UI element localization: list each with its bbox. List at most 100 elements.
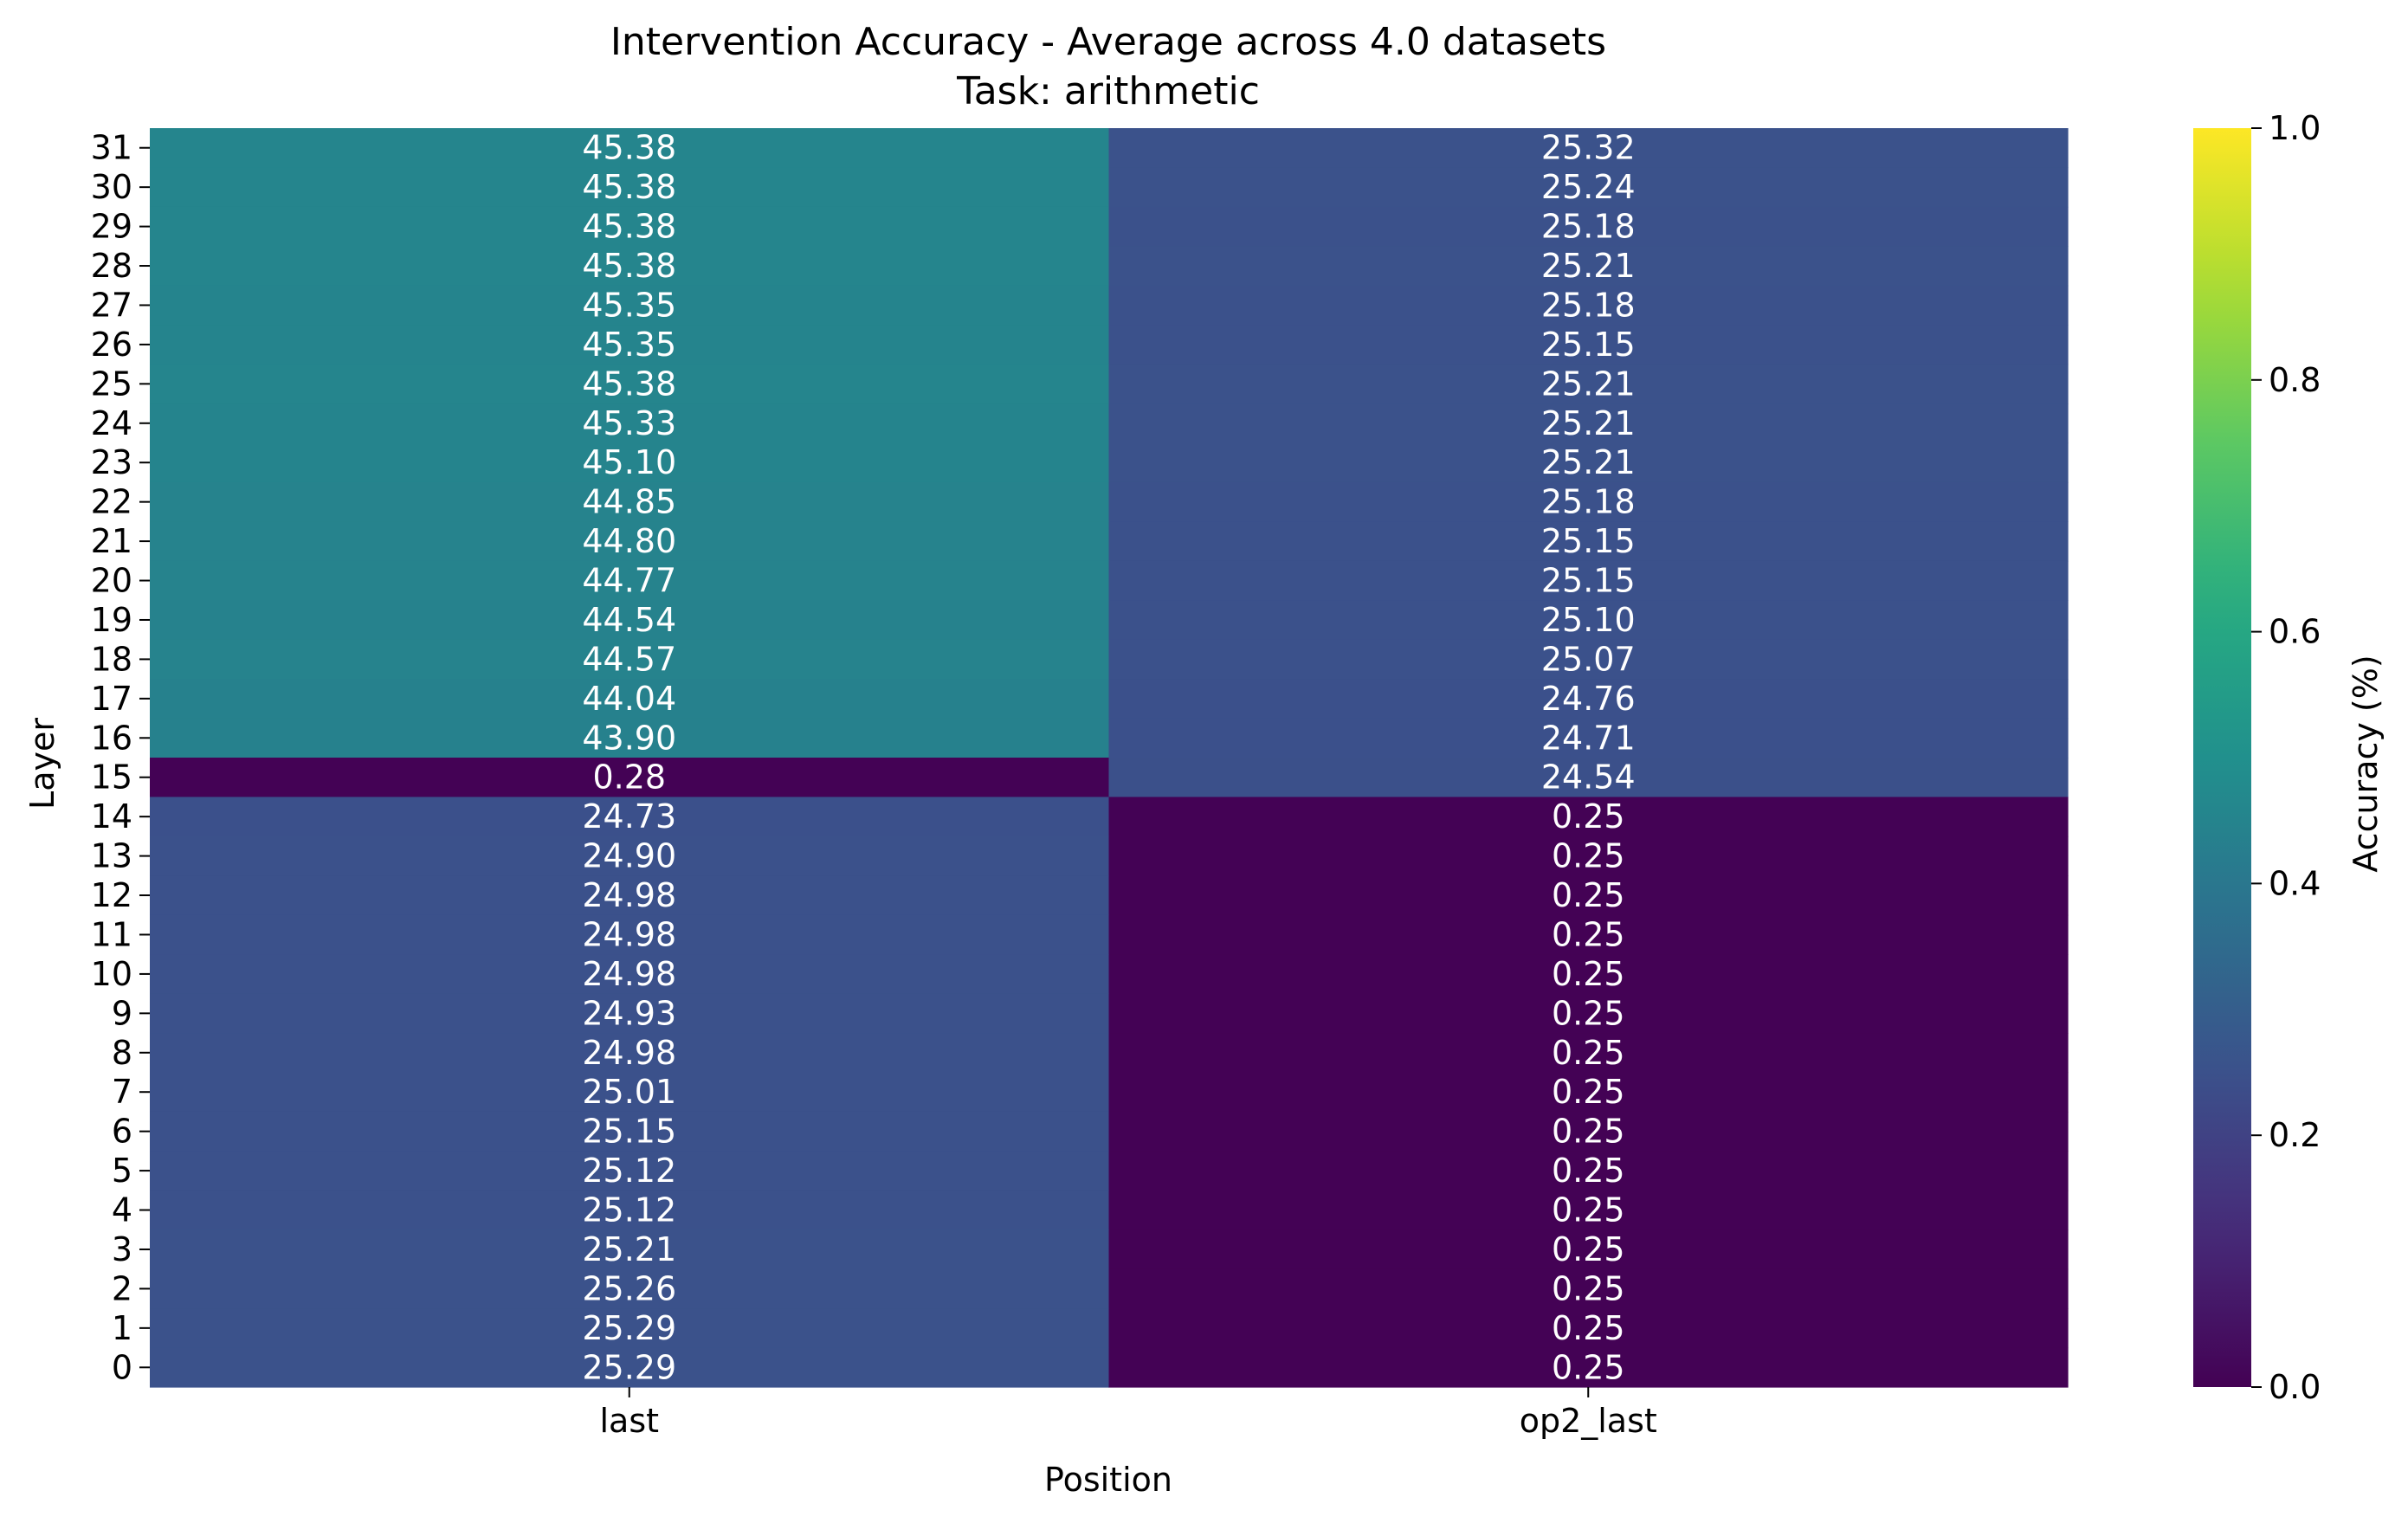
heatmap-cell [1108, 1190, 2069, 1230]
cell-value-label: 44.04 [582, 680, 676, 718]
heatmap-cell [1108, 325, 2069, 365]
heatmap-cell [1108, 914, 2069, 955]
heatmap-cell [150, 206, 1110, 247]
heatmap-cell [150, 403, 1110, 444]
y-axis-label: Layer [23, 718, 61, 810]
y-tick-label: 13 [91, 837, 132, 875]
y-tick-label: 10 [91, 955, 132, 993]
heatmap-cell [1108, 364, 2069, 404]
cell-value-label: 25.26 [582, 1269, 676, 1307]
cell-value-label: 25.21 [1541, 247, 1636, 285]
heatmap-cell [150, 167, 1110, 208]
cell-value-label: 25.12 [582, 1191, 676, 1229]
cell-value-label: 24.93 [582, 994, 676, 1032]
heatmap-cell [150, 993, 1110, 1034]
cell-value-label: 0.25 [1552, 876, 1625, 914]
y-tick-label: 27 [91, 286, 132, 324]
colorbar-tick-label: 1.0 [2269, 109, 2321, 147]
heatmap-cell [150, 1111, 1110, 1152]
heatmap-cell [150, 875, 1110, 916]
x-axis-label: Position [1044, 1461, 1172, 1499]
y-tick-label: 9 [112, 994, 132, 1032]
cell-value-label: 0.25 [1552, 1191, 1625, 1229]
y-tick-label: 18 [91, 640, 132, 678]
cell-value-label: 25.21 [1541, 365, 1636, 403]
heatmap-cell [150, 364, 1110, 404]
chart-title: Intervention Accuracy - Average across 4… [610, 20, 1606, 64]
y-tick-label: 14 [91, 797, 132, 836]
cell-value-label: 45.38 [582, 247, 676, 285]
cell-value-label: 45.38 [582, 168, 676, 206]
cell-value-label: 0.25 [1552, 1034, 1625, 1072]
heatmap-cell [1108, 875, 2069, 916]
cell-value-label: 25.07 [1541, 640, 1636, 678]
heatmap-cell [150, 521, 1110, 562]
cell-value-label: 44.54 [582, 601, 676, 639]
y-tick-label: 22 [91, 483, 132, 521]
y-tick-label: 30 [91, 168, 132, 206]
y-tick-label: 16 [91, 719, 132, 757]
cell-value-label: 25.21 [1541, 443, 1636, 481]
x-tick-label: last [599, 1402, 659, 1440]
heatmap-cell [1108, 521, 2069, 562]
heatmap-cell [150, 1268, 1110, 1309]
cell-value-label: 45.38 [582, 365, 676, 403]
heatmap-cell [1108, 1033, 2069, 1074]
heatmap-cell [150, 325, 1110, 365]
heatmap-cell [150, 481, 1110, 522]
cell-value-label: 24.73 [582, 797, 676, 836]
cell-value-label: 25.18 [1541, 286, 1636, 324]
cell-value-label: 44.85 [582, 483, 676, 521]
heatmap-cell-labels: 45.38 25.32 45.38 25.24 45.38 25.18 45.38 25.21… [582, 129, 1635, 1387]
cell-value-label: 0.25 [1552, 1309, 1625, 1347]
y-tick-label: 28 [91, 247, 132, 285]
heatmap-cell [1108, 954, 2069, 995]
heatmap-cell [150, 797, 1110, 837]
cell-value-label: 44.80 [582, 522, 676, 560]
cell-value-label: 25.24 [1541, 168, 1636, 206]
colorbar-tick-label: 0.0 [2269, 1368, 2321, 1406]
colorbar-tick-label: 0.4 [2269, 864, 2321, 902]
cell-value-label: 0.25 [1552, 1230, 1625, 1268]
cell-value-label: 25.29 [582, 1309, 676, 1347]
cell-value-label: 24.76 [1541, 680, 1636, 718]
heatmap-cell [150, 718, 1110, 758]
heatmap-cell [1108, 560, 2069, 601]
heatmap-cell [1108, 246, 2069, 287]
cell-value-label: 25.18 [1541, 208, 1636, 246]
cell-value-label: 24.98 [582, 915, 676, 953]
cell-value-label: 25.15 [1541, 522, 1636, 560]
cell-value-label: 25.15 [582, 1113, 676, 1151]
colorbar-label: Accuracy (%) [2347, 655, 2385, 872]
cell-value-label: 0.25 [1552, 1269, 1625, 1307]
cell-value-label: 44.77 [582, 562, 676, 600]
heatmap-cell [1108, 442, 2069, 483]
heatmap-cell [150, 1229, 1110, 1270]
cell-value-label: 0.25 [1552, 994, 1625, 1032]
heatmap-cell [1108, 679, 2069, 720]
heatmap-cell [1108, 1111, 2069, 1152]
colorbar-tick-label: 0.6 [2269, 613, 2321, 651]
cell-value-label: 44.57 [582, 640, 676, 678]
x-axis: last op2_last [599, 1387, 1657, 1440]
heatmap-cell [1108, 167, 2069, 208]
cell-value-label: 24.98 [582, 876, 676, 914]
heatmap-cell [1108, 993, 2069, 1034]
cell-value-label: 45.35 [582, 286, 676, 324]
heatmap-cell [150, 954, 1110, 995]
heatmap-cell [150, 1190, 1110, 1230]
cell-value-label: 0.25 [1552, 797, 1625, 836]
heatmap-cell [150, 600, 1110, 641]
cell-value-label: 25.15 [1541, 562, 1636, 600]
cell-value-label: 45.35 [582, 326, 676, 364]
heatmap-cell [150, 639, 1110, 680]
cell-value-label: 0.25 [1552, 1348, 1625, 1386]
y-tick-label: 21 [91, 522, 132, 560]
heatmap-cell [150, 560, 1110, 601]
cell-value-label: 25.01 [582, 1073, 676, 1111]
cell-value-label: 25.21 [582, 1230, 676, 1268]
heatmap-cell [150, 836, 1110, 876]
y-tick-label: 3 [112, 1230, 132, 1268]
heatmap-cell [150, 758, 1110, 798]
